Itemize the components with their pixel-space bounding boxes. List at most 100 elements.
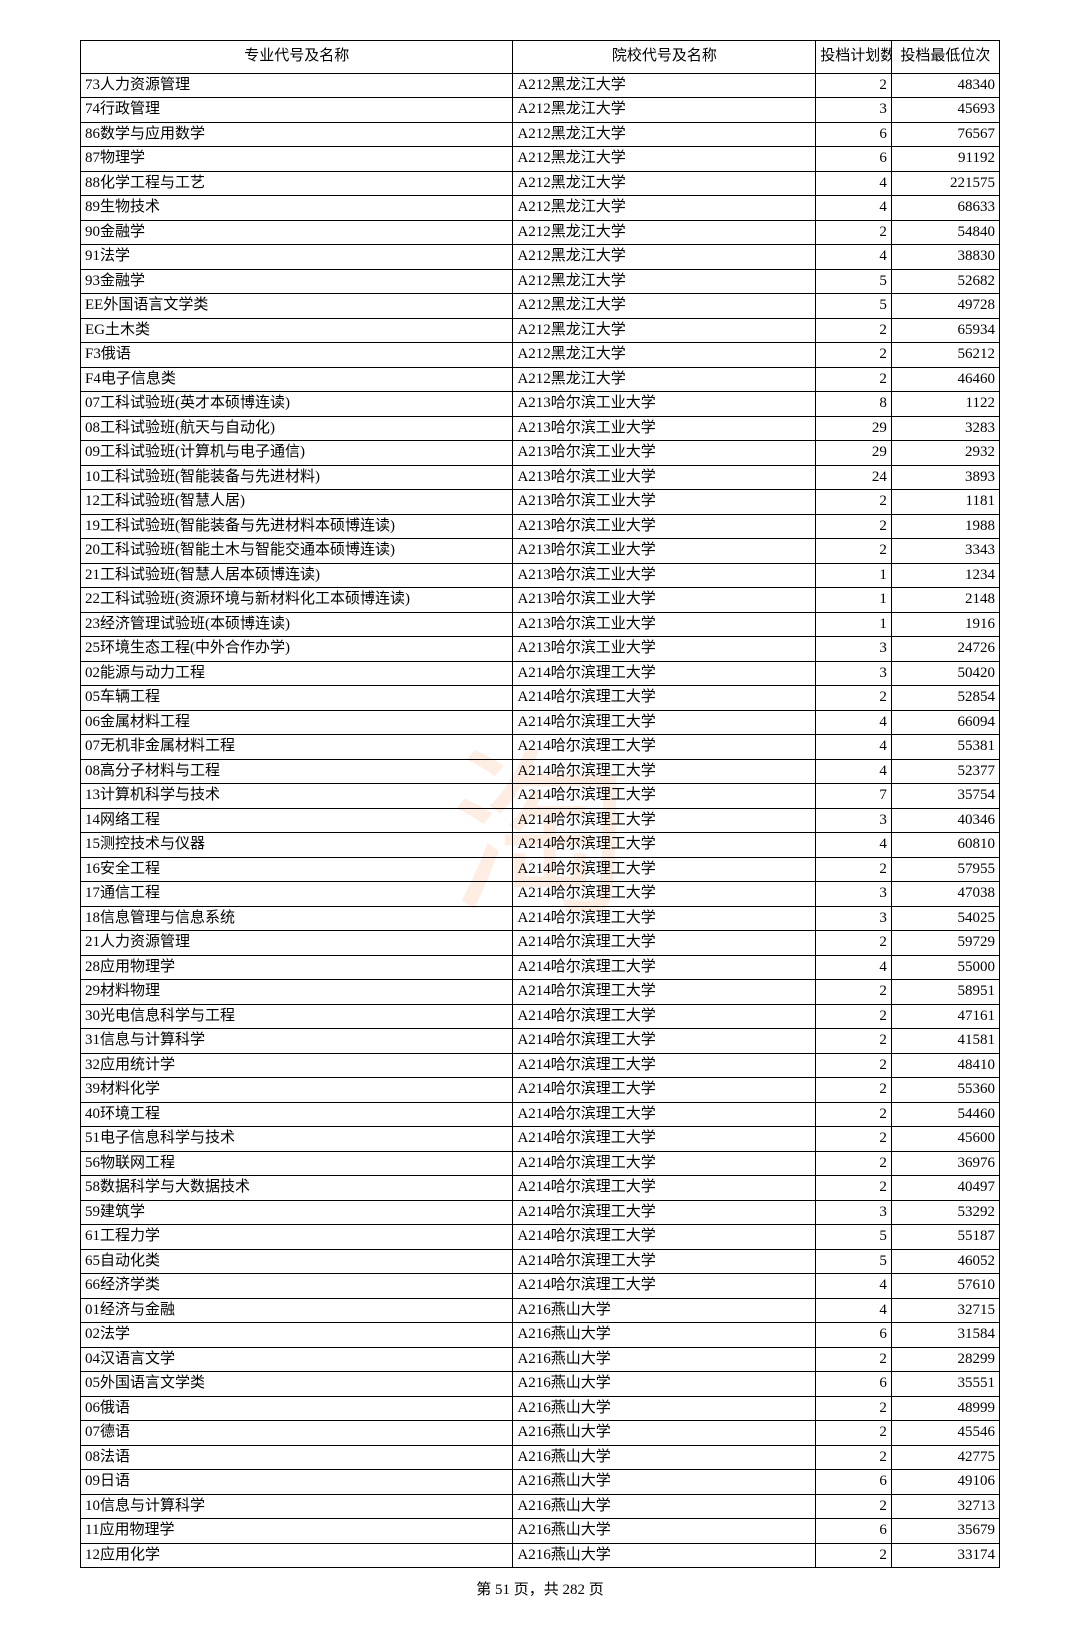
cell-major: 21工科试验班(智慧人居本硕博连读) <box>81 563 513 588</box>
cell-count: 2 <box>816 857 892 882</box>
cell-school: A214哈尔滨理工大学 <box>513 1078 816 1103</box>
cell-school: A216燕山大学 <box>513 1421 816 1446</box>
cell-major: 08工科试验班(航天与自动化) <box>81 416 513 441</box>
cell-rank: 40497 <box>891 1176 999 1201</box>
table-row: 22工科试验班(资源环境与新材料化工本硕博连读)A213哈尔滨工业大学12148 <box>81 588 1000 613</box>
cell-school: A216燕山大学 <box>513 1445 816 1470</box>
cell-count: 3 <box>816 808 892 833</box>
cell-rank: 31584 <box>891 1323 999 1348</box>
table-row: 66经济学类A214哈尔滨理工大学457610 <box>81 1274 1000 1299</box>
cell-major: 88化学工程与工艺 <box>81 171 513 196</box>
cell-major: 06金属材料工程 <box>81 710 513 735</box>
cell-school: A216燕山大学 <box>513 1519 816 1544</box>
cell-rank: 57610 <box>891 1274 999 1299</box>
cell-major: 06俄语 <box>81 1396 513 1421</box>
table-row: F3俄语A212黑龙江大学256212 <box>81 343 1000 368</box>
cell-count: 2 <box>816 686 892 711</box>
cell-rank: 40346 <box>891 808 999 833</box>
cell-school: A213哈尔滨工业大学 <box>513 514 816 539</box>
cell-rank: 48999 <box>891 1396 999 1421</box>
cell-major: 59建筑学 <box>81 1200 513 1225</box>
cell-school: A214哈尔滨理工大学 <box>513 882 816 907</box>
table-row: 59建筑学A214哈尔滨理工大学353292 <box>81 1200 1000 1225</box>
cell-count: 2 <box>816 73 892 98</box>
page-footer: 第 51 页，共 282 页 <box>80 1578 1000 1599</box>
footer-suffix: 页 <box>585 1582 604 1598</box>
cell-major: 08高分子材料与工程 <box>81 759 513 784</box>
table-row: 23经济管理试验班(本硕博连读)A213哈尔滨工业大学11916 <box>81 612 1000 637</box>
cell-rank: 35754 <box>891 784 999 809</box>
table-row: 05车辆工程A214哈尔滨理工大学252854 <box>81 686 1000 711</box>
cell-major: 05车辆工程 <box>81 686 513 711</box>
cell-count: 2 <box>816 514 892 539</box>
header-school: 院校代号及名称 <box>513 41 816 74</box>
cell-rank: 3283 <box>891 416 999 441</box>
cell-major: 91法学 <box>81 245 513 270</box>
table-row: 16安全工程A214哈尔滨理工大学257955 <box>81 857 1000 882</box>
cell-major: 87物理学 <box>81 147 513 172</box>
header-rank: 投档最低位次 <box>891 41 999 74</box>
table-row: 13计算机科学与技术A214哈尔滨理工大学735754 <box>81 784 1000 809</box>
cell-major: 19工科试验班(智能装备与先进材料本硕博连读) <box>81 514 513 539</box>
cell-major: 32应用统计学 <box>81 1053 513 1078</box>
cell-major: 21人力资源管理 <box>81 931 513 956</box>
cell-major: 11应用物理学 <box>81 1519 513 1544</box>
cell-school: A213哈尔滨工业大学 <box>513 637 816 662</box>
footer-page-current: 51 <box>495 1582 510 1598</box>
table-row: 40环境工程A214哈尔滨理工大学254460 <box>81 1102 1000 1127</box>
cell-major: 16安全工程 <box>81 857 513 882</box>
table-row: 56物联网工程A214哈尔滨理工大学236976 <box>81 1151 1000 1176</box>
cell-major: 66经济学类 <box>81 1274 513 1299</box>
cell-school: A214哈尔滨理工大学 <box>513 857 816 882</box>
cell-major: 29材料物理 <box>81 980 513 1005</box>
cell-rank: 35551 <box>891 1372 999 1397</box>
cell-count: 4 <box>816 735 892 760</box>
cell-school: A214哈尔滨理工大学 <box>513 1151 816 1176</box>
admissions-table: 专业代号及名称 院校代号及名称 投档计划数 投档最低位次 73人力资源管理 A21… <box>80 40 1000 1568</box>
table-row: 02法学A216燕山大学631584 <box>81 1323 1000 1348</box>
footer-prefix: 第 <box>476 1582 495 1598</box>
cell-count: 2 <box>816 490 892 515</box>
cell-school: A213哈尔滨工业大学 <box>513 416 816 441</box>
cell-major: 01经济与金融 <box>81 1298 513 1323</box>
table-row: 88化学工程与工艺A212黑龙江大学4221575 <box>81 171 1000 196</box>
cell-count: 6 <box>816 1372 892 1397</box>
cell-rank: 56212 <box>891 343 999 368</box>
cell-rank: 59729 <box>891 931 999 956</box>
cell-rank: 32715 <box>891 1298 999 1323</box>
cell-rank: 60810 <box>891 833 999 858</box>
table-header-row: 专业代号及名称 院校代号及名称 投档计划数 投档最低位次 <box>81 41 1000 74</box>
cell-count: 2 <box>816 931 892 956</box>
cell-school: A213哈尔滨工业大学 <box>513 490 816 515</box>
cell-count: 6 <box>816 122 892 147</box>
cell-rank: 36976 <box>891 1151 999 1176</box>
cell-rank: 1916 <box>891 612 999 637</box>
table-row: 51电子信息科学与技术A214哈尔滨理工大学245600 <box>81 1127 1000 1152</box>
cell-count: 2 <box>816 367 892 392</box>
cell-school: A212黑龙江大学 <box>513 294 816 319</box>
cell-major: 28应用物理学 <box>81 955 513 980</box>
cell-major: 73人力资源管理 <box>81 73 513 98</box>
cell-count: 2 <box>816 1078 892 1103</box>
cell-school: A216燕山大学 <box>513 1494 816 1519</box>
cell-count: 6 <box>816 147 892 172</box>
cell-count: 2 <box>816 1494 892 1519</box>
cell-count: 2 <box>816 1053 892 1078</box>
cell-rank: 49106 <box>891 1470 999 1495</box>
table-row: 12工科试验班(智慧人居)A213哈尔滨工业大学21181 <box>81 490 1000 515</box>
cell-rank: 45693 <box>891 98 999 123</box>
header-major: 专业代号及名称 <box>81 41 513 74</box>
cell-count: 4 <box>816 1274 892 1299</box>
cell-rank: 55187 <box>891 1225 999 1250</box>
table-row: 10工科试验班(智能装备与先进材料)A213哈尔滨工业大学243893 <box>81 465 1000 490</box>
cell-count: 4 <box>816 955 892 980</box>
table-row: 18信息管理与信息系统A214哈尔滨理工大学354025 <box>81 906 1000 931</box>
cell-major: 12工科试验班(智慧人居) <box>81 490 513 515</box>
cell-school: A214哈尔滨理工大学 <box>513 833 816 858</box>
cell-major: 13计算机科学与技术 <box>81 784 513 809</box>
cell-school: A212黑龙江大学 <box>513 343 816 368</box>
cell-school: A212黑龙江大学 <box>513 171 816 196</box>
cell-rank: 32713 <box>891 1494 999 1519</box>
cell-major: 25环境生态工程(中外合作办学) <box>81 637 513 662</box>
table-row: 06金属材料工程A214哈尔滨理工大学466094 <box>81 710 1000 735</box>
